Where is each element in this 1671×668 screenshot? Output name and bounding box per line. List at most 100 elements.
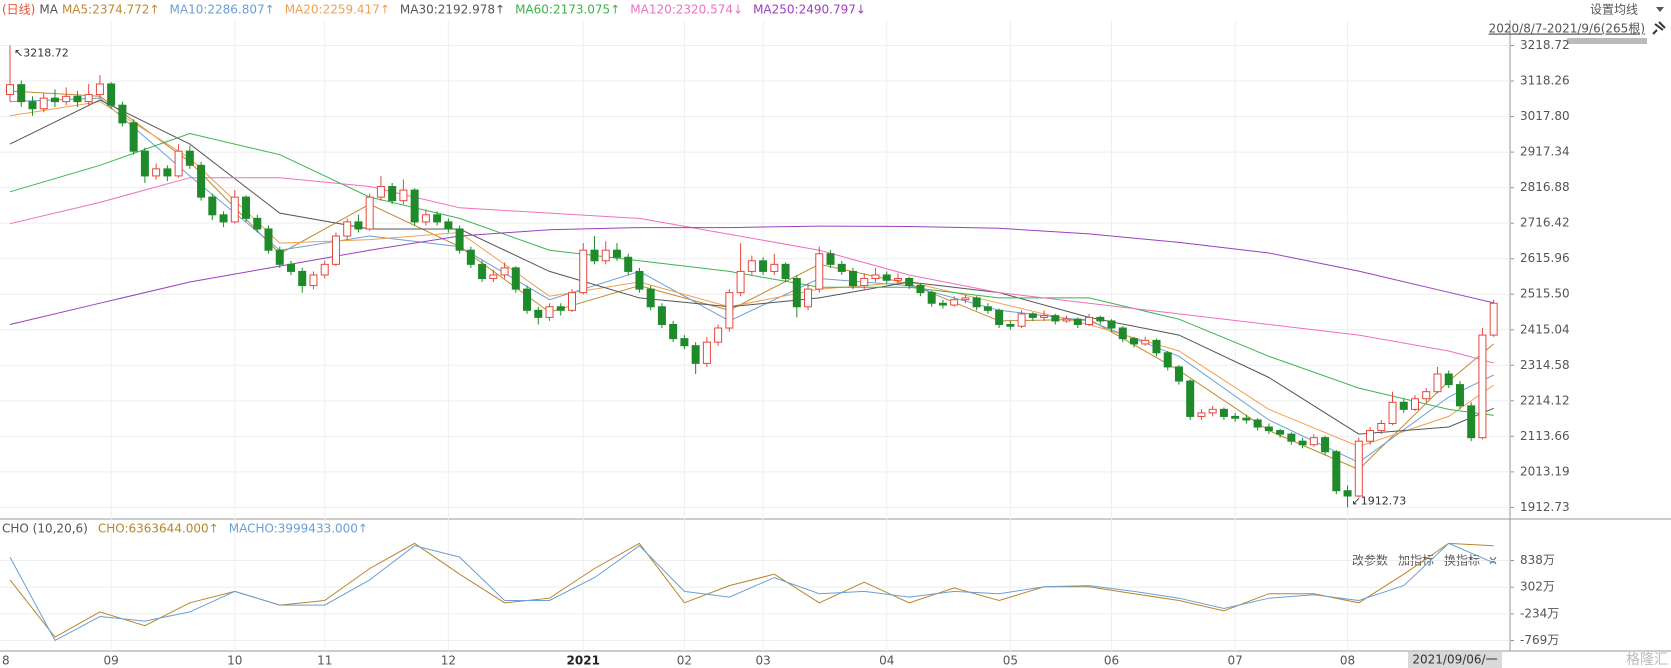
btn[interactable]: 改参数 xyxy=(1352,553,1388,568)
candle-body xyxy=(983,306,992,311)
y-tick-label: 1912.73 xyxy=(1520,500,1570,514)
candle-body xyxy=(163,168,172,177)
candle-body xyxy=(860,277,869,287)
candle-body xyxy=(826,253,835,265)
candle-body xyxy=(298,270,307,287)
candle-body xyxy=(1242,417,1251,421)
range-label: 2020/8/7-2021/9/6(265根) xyxy=(1489,22,1645,36)
candle-body xyxy=(1264,426,1273,432)
candle-body xyxy=(523,288,532,311)
candle-body xyxy=(612,249,621,258)
candle-body xyxy=(815,253,824,290)
x-tick-label: 05 xyxy=(1003,654,1018,668)
candle-body xyxy=(1332,451,1341,492)
candle-body xyxy=(1444,373,1453,386)
candle-body xyxy=(331,235,340,265)
candle-body xyxy=(871,274,880,279)
candle-body xyxy=(1276,430,1285,435)
candle-body xyxy=(995,309,1004,325)
candle-body xyxy=(95,83,104,96)
candle-body xyxy=(107,83,116,106)
candle-body xyxy=(1130,338,1138,345)
scroll-bar[interactable] xyxy=(1567,38,1647,44)
candle-body xyxy=(1366,430,1375,442)
candle-body xyxy=(28,101,37,110)
candle-body xyxy=(849,270,857,287)
candle-body xyxy=(421,214,430,223)
x-tick-label: 8 xyxy=(2,654,10,668)
candle-body xyxy=(669,323,678,340)
line-series xyxy=(9,225,1494,325)
x-tick-label: 06 xyxy=(1104,654,1119,668)
candle-body xyxy=(410,189,419,223)
candle-body xyxy=(927,292,936,304)
candle-body xyxy=(1017,313,1026,327)
candle-body xyxy=(1152,339,1161,354)
y-tick-label: -769万 xyxy=(1520,633,1559,647)
x-tick-label: 12 xyxy=(441,654,456,668)
legend-entry: (日线) xyxy=(2,3,35,17)
candle-body xyxy=(1107,320,1116,329)
legend-entry: CHO:6363644.000↑ xyxy=(98,522,219,536)
candle-body xyxy=(455,228,464,251)
candle-body xyxy=(1343,490,1352,497)
legend-entry: MA120:2320.574↓ xyxy=(630,3,743,17)
candle-body xyxy=(489,274,498,279)
y-tick-label: 2615.96 xyxy=(1520,251,1570,265)
y-tick-label: 3017.80 xyxy=(1520,109,1570,123)
line-series xyxy=(9,99,1494,435)
candle-body xyxy=(17,84,26,103)
y-tick-label: 3218.72 xyxy=(1520,38,1570,52)
candle-body xyxy=(736,270,745,294)
legend-entry: CHO (10,20,6) xyxy=(2,522,88,536)
y-tick-label: 2113.66 xyxy=(1520,429,1570,443)
y-tick-label: 2013.19 xyxy=(1520,464,1570,478)
candle-body xyxy=(1197,412,1206,417)
candle-body xyxy=(500,267,509,276)
candle-body xyxy=(725,292,734,329)
candle-body xyxy=(624,256,633,272)
candle-body xyxy=(1073,318,1082,325)
candle-body xyxy=(714,327,723,343)
candle-body xyxy=(39,97,48,110)
candle-body xyxy=(50,97,59,103)
x-tick-label: 02 xyxy=(677,654,692,668)
candle-body xyxy=(1051,315,1060,322)
candle-body xyxy=(354,221,363,230)
dropdown-icon[interactable] xyxy=(1656,7,1664,12)
candle-body xyxy=(1433,373,1442,393)
y-tick-label: 2515.50 xyxy=(1520,287,1570,301)
y-tick-label: 3118.26 xyxy=(1520,74,1570,88)
candle-body xyxy=(1489,302,1498,336)
candle-body xyxy=(1298,440,1307,446)
btn[interactable]: 换指标 xyxy=(1444,553,1480,568)
candle-body xyxy=(657,306,666,325)
legend-entry: MA5:2374.772↑ xyxy=(62,3,160,17)
candle-body xyxy=(837,263,846,272)
candle-body xyxy=(568,292,576,311)
candle-body xyxy=(433,214,442,223)
candle-body xyxy=(972,297,981,308)
legend-entry: MACHO:3999433.000↑ xyxy=(229,522,368,536)
candle-body xyxy=(1118,327,1127,340)
candle-body xyxy=(376,186,385,198)
x-tick-label: 03 xyxy=(755,654,770,668)
line-series xyxy=(9,177,1494,364)
legend-entry: MA20:2259.417↑ xyxy=(285,3,390,17)
candle-body xyxy=(590,249,599,262)
candle-body xyxy=(230,196,239,223)
candle-body xyxy=(197,164,206,198)
settings-label[interactable]: 设置均线 xyxy=(1590,3,1638,17)
candle-body xyxy=(1388,401,1397,425)
candle-body xyxy=(545,306,554,318)
btn[interactable]: 加指标 xyxy=(1398,553,1434,568)
candle-body xyxy=(1141,339,1150,345)
candle-body xyxy=(893,277,902,281)
candle-body xyxy=(118,104,127,124)
candle-body xyxy=(1174,366,1183,382)
pin-icon[interactable] xyxy=(1652,21,1666,35)
candle-body xyxy=(1478,334,1487,439)
candle-body xyxy=(399,189,408,202)
